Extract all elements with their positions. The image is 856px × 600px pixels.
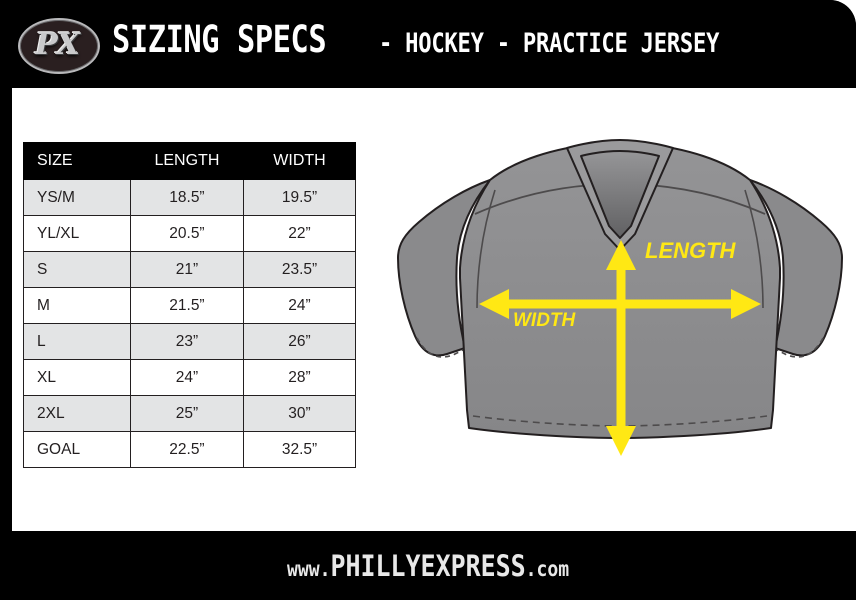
cell-length: 22.5” <box>129 431 245 468</box>
table-row: YL/XL 20.5” 22” <box>23 215 356 252</box>
cell-length: 23” <box>129 323 245 360</box>
cell-size: YS/M <box>23 179 131 216</box>
px-logo: PX <box>18 14 100 74</box>
cell-size: S <box>23 251 131 288</box>
cell-size: M <box>23 287 131 324</box>
page-title: SIZING SPECS <box>112 18 327 61</box>
cell-width: 26” <box>243 323 356 360</box>
cell-size: GOAL <box>23 431 131 468</box>
url-brand: PHILLYEXPRESS <box>330 548 526 583</box>
jersey-left-sleeve <box>397 179 491 357</box>
table-row: XL 24” 28” <box>23 359 356 396</box>
cell-length: 24” <box>129 359 245 396</box>
width-label: WIDTH <box>513 310 577 331</box>
header-title-group: SIZING SPECS - HOCKEY - PRACTICE JERSEY <box>112 18 794 72</box>
jersey-left-armhole-seam <box>476 189 496 309</box>
length-label: LENGTH <box>645 238 737 263</box>
footer-bar: www.PHILLYEXPRESS.com <box>0 531 856 600</box>
cell-width: 23.5” <box>243 251 356 288</box>
cell-size: XL <box>23 359 131 396</box>
cell-length: 21.5” <box>129 287 245 324</box>
logo-px-text: PX <box>35 26 80 62</box>
logo-oval-shape <box>18 18 100 74</box>
length-arrow-head-top <box>606 240 636 270</box>
page-subtitle: - HOCKEY - PRACTICE JERSEY <box>379 28 720 59</box>
table-header: SIZE LENGTH WIDTH <box>23 142 356 180</box>
table-row: YS/M 18.5” 19.5” <box>23 179 356 216</box>
cell-width: 32.5” <box>243 431 356 468</box>
cell-width: 19.5” <box>243 179 356 216</box>
jersey-right-sleeve <box>749 179 843 357</box>
header-bar: PX SIZING SPECS - HOCKEY - PRACTICE JERS… <box>0 0 856 88</box>
cell-length: 20.5” <box>129 215 245 252</box>
cell-length: 25” <box>129 395 245 432</box>
cell-width: 24” <box>243 287 356 324</box>
table-row: GOAL 22.5” 32.5” <box>23 431 356 468</box>
cell-width: 28” <box>243 359 356 396</box>
table-header-row: SIZE LENGTH WIDTH <box>23 142 356 180</box>
length-arrow-head-bottom <box>606 426 636 456</box>
table-row: 2XL 25” 30” <box>23 395 356 432</box>
cell-width: 22” <box>243 215 356 252</box>
width-arrow-head-left <box>479 289 509 319</box>
width-arrow-head-right <box>731 289 761 319</box>
column-header-size: SIZE <box>23 142 131 180</box>
url-suffix: .com <box>525 556 570 581</box>
column-header-width: WIDTH <box>243 142 356 180</box>
measurement-arrows <box>479 240 761 456</box>
website-url: www.PHILLYEXPRESS.com <box>287 549 569 583</box>
cell-size: 2XL <box>23 395 131 432</box>
column-header-length: LENGTH <box>129 142 245 180</box>
table-row: S 21” 23.5” <box>23 251 356 288</box>
cell-length: 18.5” <box>129 179 245 216</box>
table-row: M 21.5” 24” <box>23 287 356 324</box>
table-body: YS/M 18.5” 19.5” YL/XL 20.5” 22” S 21” 2… <box>23 179 356 468</box>
cell-size: L <box>23 323 131 360</box>
jersey-svg: LENGTH WIDTH <box>397 139 843 456</box>
jersey-collar-band <box>566 139 674 251</box>
cell-size: YL/XL <box>23 215 131 252</box>
jersey-right-armhole-seam <box>744 189 764 309</box>
content-panel: SIZE LENGTH WIDTH YS/M 18.5” 19.5” YL/XL… <box>12 88 856 531</box>
size-chart-table: SIZE LENGTH WIDTH YS/M 18.5” 19.5” YL/XL… <box>23 142 356 468</box>
cell-width: 30” <box>243 395 356 432</box>
url-prefix: www. <box>286 556 331 581</box>
cell-length: 21” <box>129 251 245 288</box>
jersey-diagram: LENGTH WIDTH <box>395 118 845 463</box>
table-row: L 23” 26” <box>23 323 356 360</box>
